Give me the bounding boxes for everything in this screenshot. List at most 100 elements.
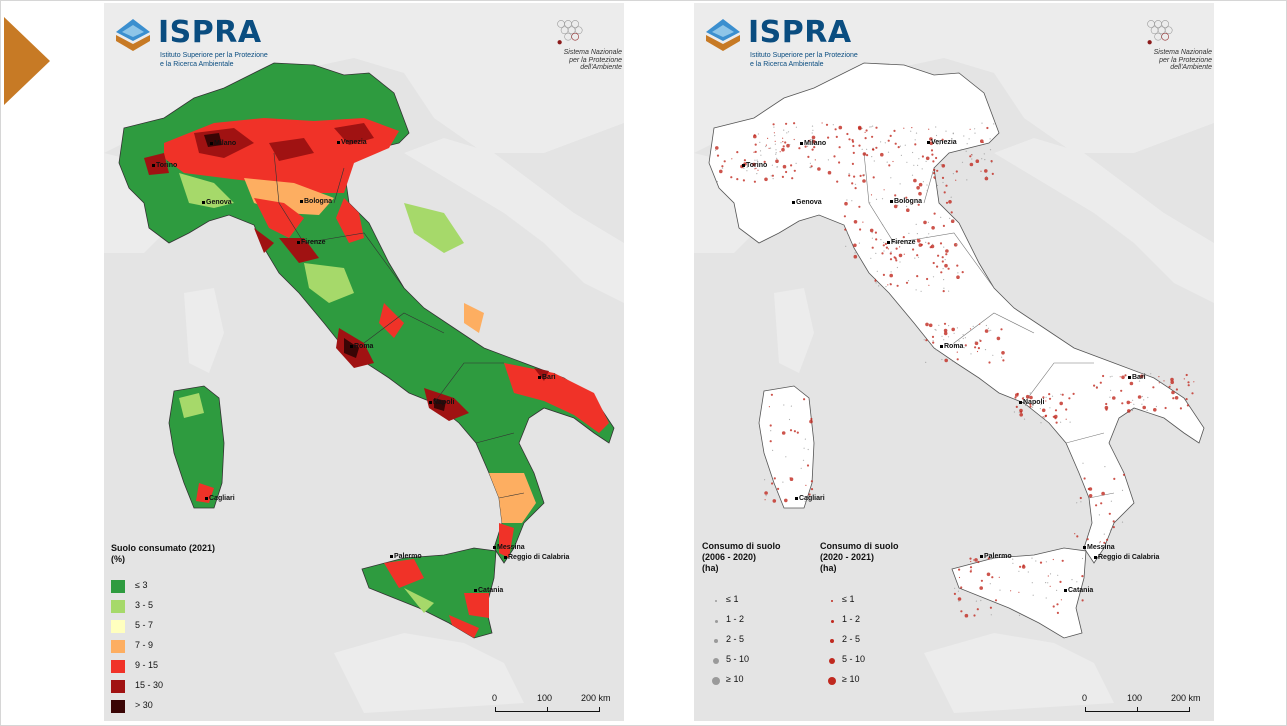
city-label-palermo: Palermo: [390, 553, 422, 560]
consumption-dot: [1027, 571, 1029, 573]
consumption-dot: [838, 161, 841, 164]
consumption-dot: [1171, 390, 1175, 395]
consumption-dot: [775, 153, 777, 155]
consumption-dot: [880, 141, 882, 143]
consumption-dot: [964, 344, 967, 347]
consumption-dot: [1039, 408, 1041, 410]
city-label-bari: Bari: [538, 374, 556, 381]
consumption-dot: [781, 147, 785, 152]
consumption-dot: [1100, 502, 1103, 505]
consumption-dot: [952, 133, 954, 135]
consumption-dot: [964, 613, 969, 618]
consumption-dot: [941, 358, 943, 361]
slide-nav-arrow[interactable]: [4, 17, 50, 105]
snpa-line3: dell'Ambiente: [580, 64, 622, 71]
consumption-dot: [932, 172, 936, 175]
consumption-dot: [1099, 541, 1101, 543]
consumption-dot: [1111, 375, 1113, 377]
consumption-dot: [854, 187, 857, 190]
consumption-dot: [984, 176, 989, 181]
consumption-dot: [1076, 581, 1078, 583]
consumption-dot: [864, 137, 867, 140]
consumption-dot: [991, 172, 994, 175]
consumption-dot: [1163, 380, 1165, 382]
consumption-dot: [885, 286, 887, 288]
consumption-dot: [809, 166, 811, 168]
consumption-dot: [852, 144, 855, 148]
consumption-dot: [930, 244, 935, 249]
consumption-dot: [887, 151, 890, 153]
consumption-dot: [753, 151, 755, 153]
consumption-dot: [872, 125, 874, 127]
consumption-dot: [848, 138, 851, 141]
consumption-dot: [779, 151, 781, 153]
consumption-dot: [773, 132, 775, 134]
consumption-dot: [1023, 418, 1026, 420]
italy-map-choropleth: [104, 3, 624, 713]
snpa-line2: per la Protezione: [1159, 56, 1212, 64]
city-label-napoli: Napoli: [1019, 399, 1044, 406]
consumption-dot: [893, 256, 896, 259]
consumption-dot: [913, 178, 917, 183]
consumption-dot: [798, 147, 801, 150]
consumption-dot: [871, 237, 873, 239]
consumption-dot: [975, 159, 980, 163]
consumption-dot: [927, 221, 929, 223]
consumption-dot: [899, 246, 901, 248]
consumption-dot: [981, 158, 983, 160]
consumption-dot: [932, 261, 935, 265]
scale-tick: [547, 707, 548, 712]
consumption-dot: [1147, 396, 1149, 399]
consumption-dot: [1146, 409, 1148, 411]
consumption-dot: [791, 177, 794, 180]
consumption-dot: [903, 253, 905, 255]
consumption-dot: [958, 340, 960, 342]
consumption-dot: [883, 250, 885, 252]
consumption-dot: [985, 176, 987, 178]
consumption-dot: [984, 169, 988, 173]
consumption-dot: [953, 592, 956, 596]
consumption-dot: [970, 560, 972, 563]
legend1-line1: Consumo di suolo: [702, 541, 781, 551]
consumption-dot: [941, 260, 944, 263]
consumption-dot: [948, 200, 952, 204]
consumption-dot: [782, 164, 787, 169]
consumption-dot: [899, 183, 901, 185]
consumption-dot: [1121, 521, 1124, 523]
scale-tick: [495, 707, 496, 712]
consumption-dot: [980, 579, 983, 582]
consumption-dot: [957, 272, 959, 274]
consumption-dot: [894, 194, 897, 197]
consumption-dot: [790, 405, 792, 407]
consumption-dot: [872, 176, 875, 179]
city-label-milano: Milano: [800, 140, 826, 147]
city-label-firenze: Firenze: [297, 239, 326, 246]
consumption-dot: [1049, 585, 1051, 587]
consumption-dot: [889, 134, 892, 137]
consumption-dot: [943, 331, 948, 336]
consumption-dot: [715, 149, 717, 151]
consumption-dot: [1047, 582, 1049, 584]
consumption-dot: [1045, 561, 1047, 563]
consumption-dot: [754, 150, 757, 153]
consumption-dot: [905, 281, 909, 284]
consumption-dot: [754, 143, 757, 146]
consumption-dot: [1106, 538, 1109, 541]
consumption-dot: [958, 568, 961, 571]
city-label-catania: Catania: [1064, 587, 1093, 594]
consumption-dot: [756, 159, 758, 161]
snpa-line1: Sistema Nazionale: [1153, 49, 1212, 56]
consumption-dot: [783, 129, 785, 131]
consumption-dot: [809, 162, 811, 164]
consumption-dot: [875, 126, 878, 129]
consumption-dot: [1061, 393, 1064, 396]
consumption-dot: [904, 144, 906, 146]
consumption-dot: [974, 341, 979, 346]
consumption-dot: [775, 149, 777, 151]
consumption-dot: [938, 324, 940, 326]
consumption-dot: [915, 132, 918, 134]
consumption-dot: [1088, 487, 1093, 491]
consumption-dot: [771, 482, 774, 485]
consumption-dot: [966, 143, 968, 145]
consumption-dot: [931, 226, 935, 230]
